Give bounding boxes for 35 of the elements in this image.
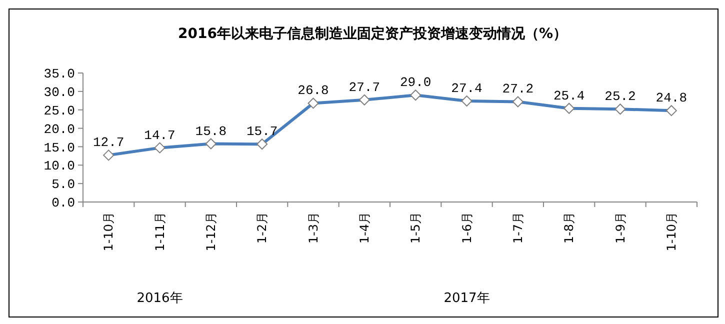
x-tick-label: 1-3月	[306, 212, 320, 244]
data-label: 29.0	[400, 75, 432, 90]
data-label: 25.4	[553, 88, 585, 104]
y-tick-label: 0.0	[52, 196, 75, 211]
x-tick-label: 1-4月	[357, 212, 372, 244]
data-label: 15.8	[195, 124, 227, 139]
text: 2016年	[136, 291, 183, 306]
y-tick-label: 15.0	[44, 140, 75, 156]
data-label: 24.8	[656, 90, 688, 106]
x-tick-label: 1-12月	[204, 212, 218, 252]
data-label: 27.4	[451, 81, 483, 96]
y-tick-label: 35.0	[44, 66, 75, 82]
y-tick-label: 30.0	[44, 84, 75, 100]
data-label: 14.7	[144, 128, 176, 143]
x-tick-label: 1-7月	[510, 212, 525, 244]
x-tick-label: 1-5月	[408, 212, 423, 244]
chart-title: 2016年以来电子信息制造业固定资产投资增速变动情况（%）	[178, 25, 567, 42]
data-label: 12.7	[92, 135, 124, 150]
text: 2017年	[444, 291, 490, 306]
x-tick-label: 1-6月	[460, 212, 474, 244]
y-tick-label: 25.0	[44, 103, 75, 118]
y-tick-label: 10.0	[44, 158, 75, 174]
x-tick-label: 1-10月	[664, 212, 678, 252]
x-tick-label: 1-2月	[255, 212, 270, 244]
x-tick-label: 1-8月	[562, 212, 576, 244]
data-label: 25.2	[604, 89, 636, 104]
y-tick-label: 20.0	[44, 122, 75, 137]
data-label: 27.7	[348, 80, 380, 95]
data-label: 26.8	[298, 83, 329, 98]
y-tick-label: 5.0	[52, 177, 75, 192]
data-label: 15.7	[246, 124, 278, 140]
x-tick-label: 1-9月	[613, 212, 628, 244]
x-tick-label: 1-10月	[102, 212, 116, 252]
x-tick-label: 1-11月	[152, 212, 167, 252]
data-label: 27.2	[502, 82, 534, 97]
